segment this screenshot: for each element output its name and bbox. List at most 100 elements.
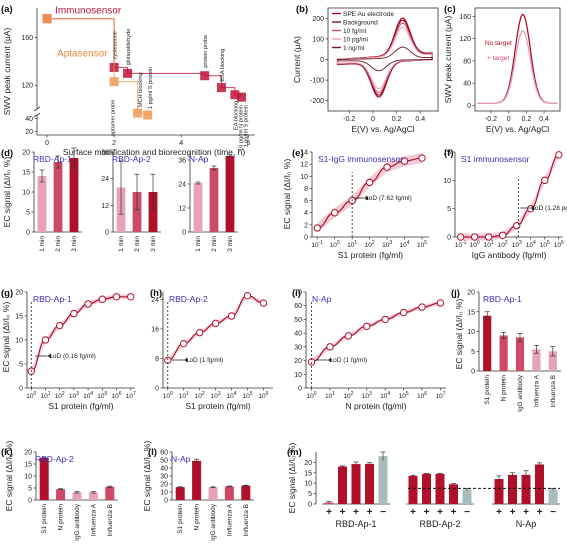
y-axis-label: EC signal (ΔI/I₀ %) (282, 159, 292, 230)
group-label: RBD-Ap-1 (335, 519, 376, 529)
x-tick-label: N protein (501, 375, 508, 402)
x-tick-label: Influenza A (90, 503, 97, 536)
chart-k: 0 5 10 15 20 S1 protein N protein IgG antibody I… (1, 441, 118, 541)
y-tick-label: 50 (294, 317, 302, 324)
axis-break (33, 106, 41, 112)
bar (532, 349, 541, 371)
x-axis-label: Surface modification and biorecognition … (63, 147, 246, 157)
group-label: RBD-Ap-2 (419, 519, 460, 529)
x-tick-label: 3 min (71, 236, 78, 252)
sign-label: − (380, 507, 386, 518)
y-tick-label: 10 (304, 481, 312, 488)
data-point (195, 328, 204, 337)
confidence-band (167, 293, 264, 363)
data-point (365, 178, 374, 187)
x-tick-label: 103 (69, 391, 79, 400)
data-point (513, 221, 521, 230)
bar (148, 192, 158, 232)
x-tick-label: Influenza B (550, 375, 557, 408)
sign-label: + (537, 507, 543, 518)
y-tick-label: 10 (443, 178, 451, 185)
bar (365, 463, 374, 504)
y-tick-label: 5 (471, 349, 475, 356)
step-label: aptamer probe (111, 100, 117, 136)
data-point (259, 299, 268, 307)
y-tick-label: 40 (463, 81, 471, 88)
data-point (363, 322, 371, 330)
y-axis-label: SWV peak current (μA) (443, 16, 453, 104)
data-point (243, 291, 252, 300)
confidence-band (31, 294, 131, 374)
y-tick-label: 20 (304, 460, 312, 467)
y-tick-label: 0 (164, 498, 168, 505)
y-tick-label: 15 (467, 309, 475, 316)
y-tick-label: 200 (312, 16, 324, 23)
lod-arrowhead (530, 206, 535, 210)
bar (53, 162, 63, 232)
y-tick-label: 14 (300, 150, 308, 157)
bar (56, 489, 66, 500)
y-tick-label: 8 (155, 356, 159, 363)
x-tick-label: 106 (554, 240, 564, 249)
x-tick-label: 102 (365, 240, 375, 249)
y-tick-label: 8 (304, 186, 308, 193)
y-tick-label: 0 (304, 235, 308, 242)
y-tick-label: -100 (310, 78, 324, 85)
group-label: N-Ap (516, 519, 537, 529)
x-axis-label: IgG antibody (fg/ml) (472, 250, 547, 260)
y-axis-label: EC signal (ΔI/I₀ %) (1, 302, 11, 373)
x-tick-label: 4 (179, 140, 183, 147)
bar (499, 335, 508, 371)
x-tick-label: 0.4 (415, 116, 425, 123)
x-tick-label: 0.2 (521, 116, 531, 123)
chart-title: RBD-Ap-2 (112, 154, 151, 164)
bar (39, 458, 49, 500)
chart-d1: 0 5 10 15 20 1 min 2 min 3 min RBD-Ap-1 (d)EC sig… (1, 147, 82, 252)
data-marker (123, 68, 133, 78)
bar (241, 485, 251, 500)
data-marker (42, 14, 52, 24)
bar (483, 315, 492, 371)
panel-label: (a) (1, 4, 13, 15)
y-tick-label: 20 (160, 482, 168, 489)
chart-d3: 0 12 24 36 1 min 2 min 3 min N-Ap (178, 152, 238, 252)
sign-label: − (464, 507, 470, 518)
x-tick-label: 1 min (39, 236, 46, 252)
step-label: protein probe (203, 35, 209, 68)
x-tick-label: 2 min (211, 236, 218, 252)
panel-label: (m) (287, 447, 302, 458)
panel-label: (g) (1, 288, 13, 299)
x-tick-label: 106 (258, 391, 268, 400)
data-point (418, 303, 426, 311)
lod-annotation: LoD (1 fg/ml) (186, 357, 224, 364)
y-tick-label: 160 (459, 14, 471, 21)
sign-label: − (550, 507, 556, 518)
x-tick-label: 102 (195, 391, 205, 400)
bar (72, 492, 82, 500)
x-tick-label: 106 (417, 391, 427, 400)
y-axis-label: SWV peak current (μA) (2, 28, 12, 116)
bar (338, 466, 347, 504)
panel-label: (d) (1, 148, 13, 159)
x-tick-label: -0.2 (343, 116, 355, 123)
legend-label: 10 fg/ml (343, 28, 367, 35)
x-axis-label: S1 protein (fg/ml) (48, 401, 113, 411)
x-tick-label: 100 (307, 391, 317, 400)
x-tick-label: 10-1 (455, 240, 467, 249)
x-tick-label: S1 protein (484, 375, 491, 405)
x-axis-label: S1 protein (fg/ml) (185, 401, 250, 411)
chart-g: 0 5 10 15 20 100 101 102 103 104 105 106 107 LoD (0.1… (1, 288, 136, 411)
fit-line (460, 154, 560, 238)
data-point (400, 157, 409, 165)
confidence-band (317, 153, 422, 233)
y-tick-label: 20 (24, 450, 32, 457)
y-tick-label: 0 (320, 57, 324, 64)
panel-label: (i) (292, 288, 301, 299)
x-tick-label: 103 (211, 391, 221, 400)
confidence-band (460, 151, 559, 241)
legend-label: Background (343, 20, 378, 27)
data-marker (143, 110, 153, 120)
y-tick-label: 10 (24, 474, 32, 481)
y-tick-label: 0 (447, 235, 451, 242)
